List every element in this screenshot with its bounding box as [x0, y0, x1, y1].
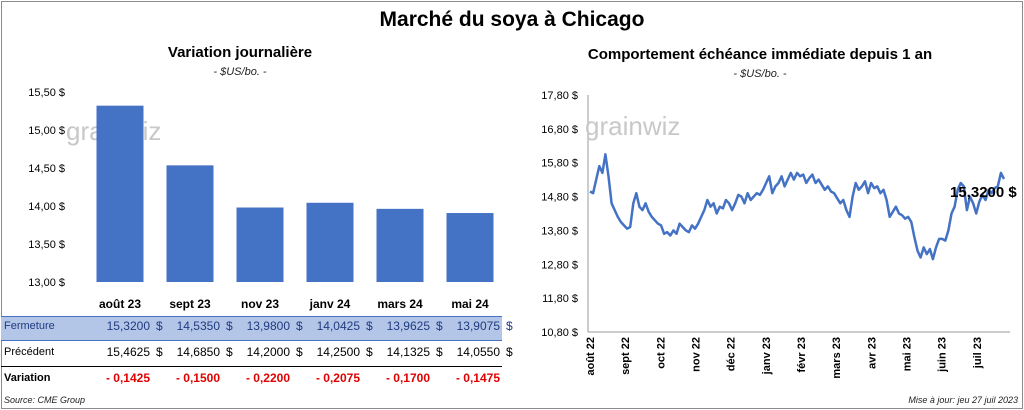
- price-series-line: [589, 153, 1006, 261]
- table-currency: $: [436, 345, 443, 359]
- table-cell: 14,2000: [246, 345, 290, 359]
- bar-0: [96, 105, 144, 283]
- bar-y-tick-label: 15,00 $: [28, 125, 65, 137]
- last-price-label: 15,3200 $: [950, 184, 1017, 201]
- line-y-tick-label: 12,80 $: [541, 259, 578, 271]
- line-x-tick-label: mai 23: [902, 337, 914, 371]
- bar-chart-title: Variation journalière: [167, 44, 313, 61]
- table-cell: 14,0425: [316, 319, 360, 333]
- line-y-tick-label: 15,80 $: [541, 158, 578, 170]
- line-y-tick-label: 17,80 $: [541, 90, 578, 102]
- table-cell: 14,2500: [316, 345, 360, 359]
- table-currency: $: [366, 345, 373, 359]
- table-currency: $: [156, 345, 163, 359]
- line-x-tick-label: déc 22: [726, 337, 738, 371]
- table-currency: $: [156, 319, 163, 333]
- table-cell: 15,3200: [106, 319, 150, 333]
- table-cell: - 0,1500: [175, 371, 220, 385]
- bar-y-tick-label: 15,50 $: [28, 87, 65, 99]
- bar-y-tick-label: 13,50 $: [28, 239, 65, 251]
- bar-3: [306, 202, 354, 282]
- fermeture-row-bg: [1, 316, 502, 341]
- line-x-tick-label: juil 23: [972, 337, 984, 369]
- line-chart: 10,80 $ 11,80 $ 12,80 $ 13,80 $ 14,80 $ 15,80…: [541, 90, 1017, 379]
- table-currency: $: [506, 345, 513, 359]
- line-chart-title: Comportement échéance immédiate depuis 1…: [587, 46, 933, 63]
- table-cell: - 0,2075: [315, 371, 360, 385]
- line-watermark: grainwiz: [585, 111, 680, 141]
- bar-chart-unit: - $US/bo. -: [213, 66, 267, 78]
- table-cell: - 0,2200: [245, 371, 290, 385]
- line-x-tick-label: sept 22: [620, 337, 632, 375]
- table-cell: 13,9075: [456, 319, 500, 333]
- bar-x-label: mars 24: [377, 297, 423, 311]
- table-cell: - 0,1475: [455, 371, 500, 385]
- bar-5: [446, 213, 494, 282]
- line-y-tick-label: 10,80 $: [541, 327, 578, 339]
- table-row-label: Précédent: [4, 346, 55, 358]
- table-row-label: Fermeture: [4, 320, 55, 332]
- bar-y-tick-label: 14,50 $: [28, 163, 65, 175]
- bar-x-label: mai 24: [451, 297, 489, 311]
- line-y-tick-label: 11,80 $: [542, 293, 578, 305]
- line-chart-unit: - $US/bo. -: [733, 68, 787, 80]
- bar-1: [166, 165, 214, 282]
- table-cell: - 0,1700: [385, 371, 430, 385]
- table-cell: - 0,1425: [105, 371, 150, 385]
- bar-4: [376, 208, 424, 282]
- table-currency: $: [296, 319, 303, 333]
- table-currency: $: [366, 319, 373, 333]
- line-x-tick-label: nov 22: [691, 337, 703, 372]
- line-y-tick-label: 16,80 $: [541, 124, 578, 136]
- bar-2: [236, 207, 284, 282]
- table-cell: 15,4625: [106, 345, 150, 359]
- bar-x-label: août 23: [99, 297, 141, 311]
- table-currency: $: [436, 319, 443, 333]
- bar-x-label: janv 24: [309, 297, 351, 311]
- line-y-tick-label: 13,80 $: [541, 225, 578, 237]
- bar-chart: 13,00 $ 13,50 $ 14,00 $ 14,50 $ 15,00 $ 15,50…: [28, 87, 494, 311]
- line-y-tick-label: 14,80 $: [541, 192, 578, 204]
- table-currency: $: [226, 345, 233, 359]
- table-cell: 14,1325: [386, 345, 430, 359]
- table-row-label: Variation: [4, 372, 51, 384]
- bar-y-tick-label: 14,00 $: [28, 201, 65, 213]
- line-x-tick-label: janv 23: [761, 337, 773, 375]
- line-x-tick-label: mars 23: [831, 337, 843, 379]
- update-note: Mise à jour: jeu 27 juil 2023: [908, 395, 1018, 405]
- bar-x-label: sept 23: [169, 297, 211, 311]
- bar-x-label: nov 23: [241, 297, 279, 311]
- line-x-tick-label: juin 23: [937, 337, 949, 373]
- main-title: Marché du soya à Chicago: [379, 8, 645, 31]
- table-cell: 13,9800: [246, 319, 290, 333]
- table-divider: [1, 366, 502, 367]
- line-x-tick-label: août 22: [585, 337, 597, 376]
- table-cell: 14,6850: [176, 345, 220, 359]
- source-note: Source: CME Group: [4, 395, 86, 405]
- line-x-tick-label: févr 23: [796, 337, 808, 372]
- table-cell: 13,9625: [386, 319, 430, 333]
- table-cell: 14,0550: [456, 345, 500, 359]
- bar-y-tick-label: 13,00 $: [28, 277, 65, 289]
- line-x-tick-label: avr 23: [866, 337, 878, 369]
- table-currency: $: [506, 319, 513, 333]
- table-currency: $: [296, 345, 303, 359]
- line-x-tick-label: oct 22: [655, 337, 667, 369]
- table-currency: $: [226, 319, 233, 333]
- table-cell: 14,5350: [176, 319, 220, 333]
